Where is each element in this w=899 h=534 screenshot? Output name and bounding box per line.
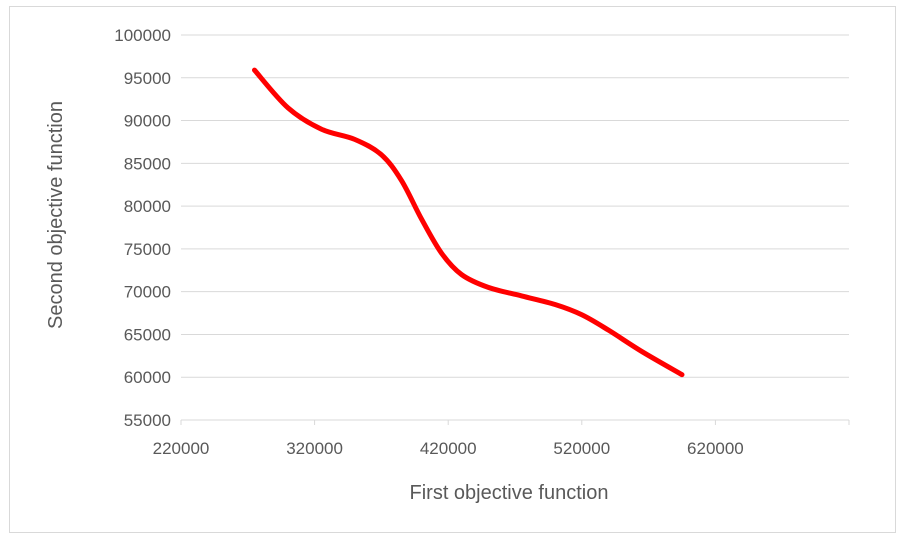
x-axis-title: First objective function: [410, 482, 609, 504]
series-lines: [251, 67, 685, 378]
x-tick-label: 620000: [687, 439, 744, 458]
y-tick-label: 90000: [124, 112, 171, 131]
y-tick-label: 55000: [124, 411, 171, 430]
chart-frame: 220000 320000 420000 520000 620000 55000 6000…: [9, 6, 896, 533]
y-tick-labels: 55000 60000 65000 70000 75000 80000 85000 90000…: [114, 26, 171, 430]
x-tick-label: 520000: [553, 439, 610, 458]
gridlines: [180, 34, 850, 425]
x-tick-label: 220000: [153, 439, 210, 458]
y-tick-label: 60000: [124, 368, 171, 387]
y-tick-label: 95000: [124, 69, 171, 88]
y-tick-label: 80000: [124, 197, 171, 216]
x-tick-label: 420000: [420, 439, 477, 458]
x-tick-labels: 220000 320000 420000 520000 620000: [153, 439, 744, 458]
y-tick-label: 85000: [124, 154, 171, 173]
y-tick-label: 65000: [124, 325, 171, 344]
y-tick-label: 100000: [114, 26, 171, 45]
y-tick-label: 70000: [124, 283, 171, 302]
y-axis-title: Second objective function: [45, 101, 67, 329]
y-tick-label: 75000: [124, 240, 171, 259]
x-tick-label: 320000: [286, 439, 343, 458]
series-line-0: [251, 67, 685, 378]
line-chart: 220000 320000 420000 520000 620000 55000 6000…: [45, 26, 850, 504]
